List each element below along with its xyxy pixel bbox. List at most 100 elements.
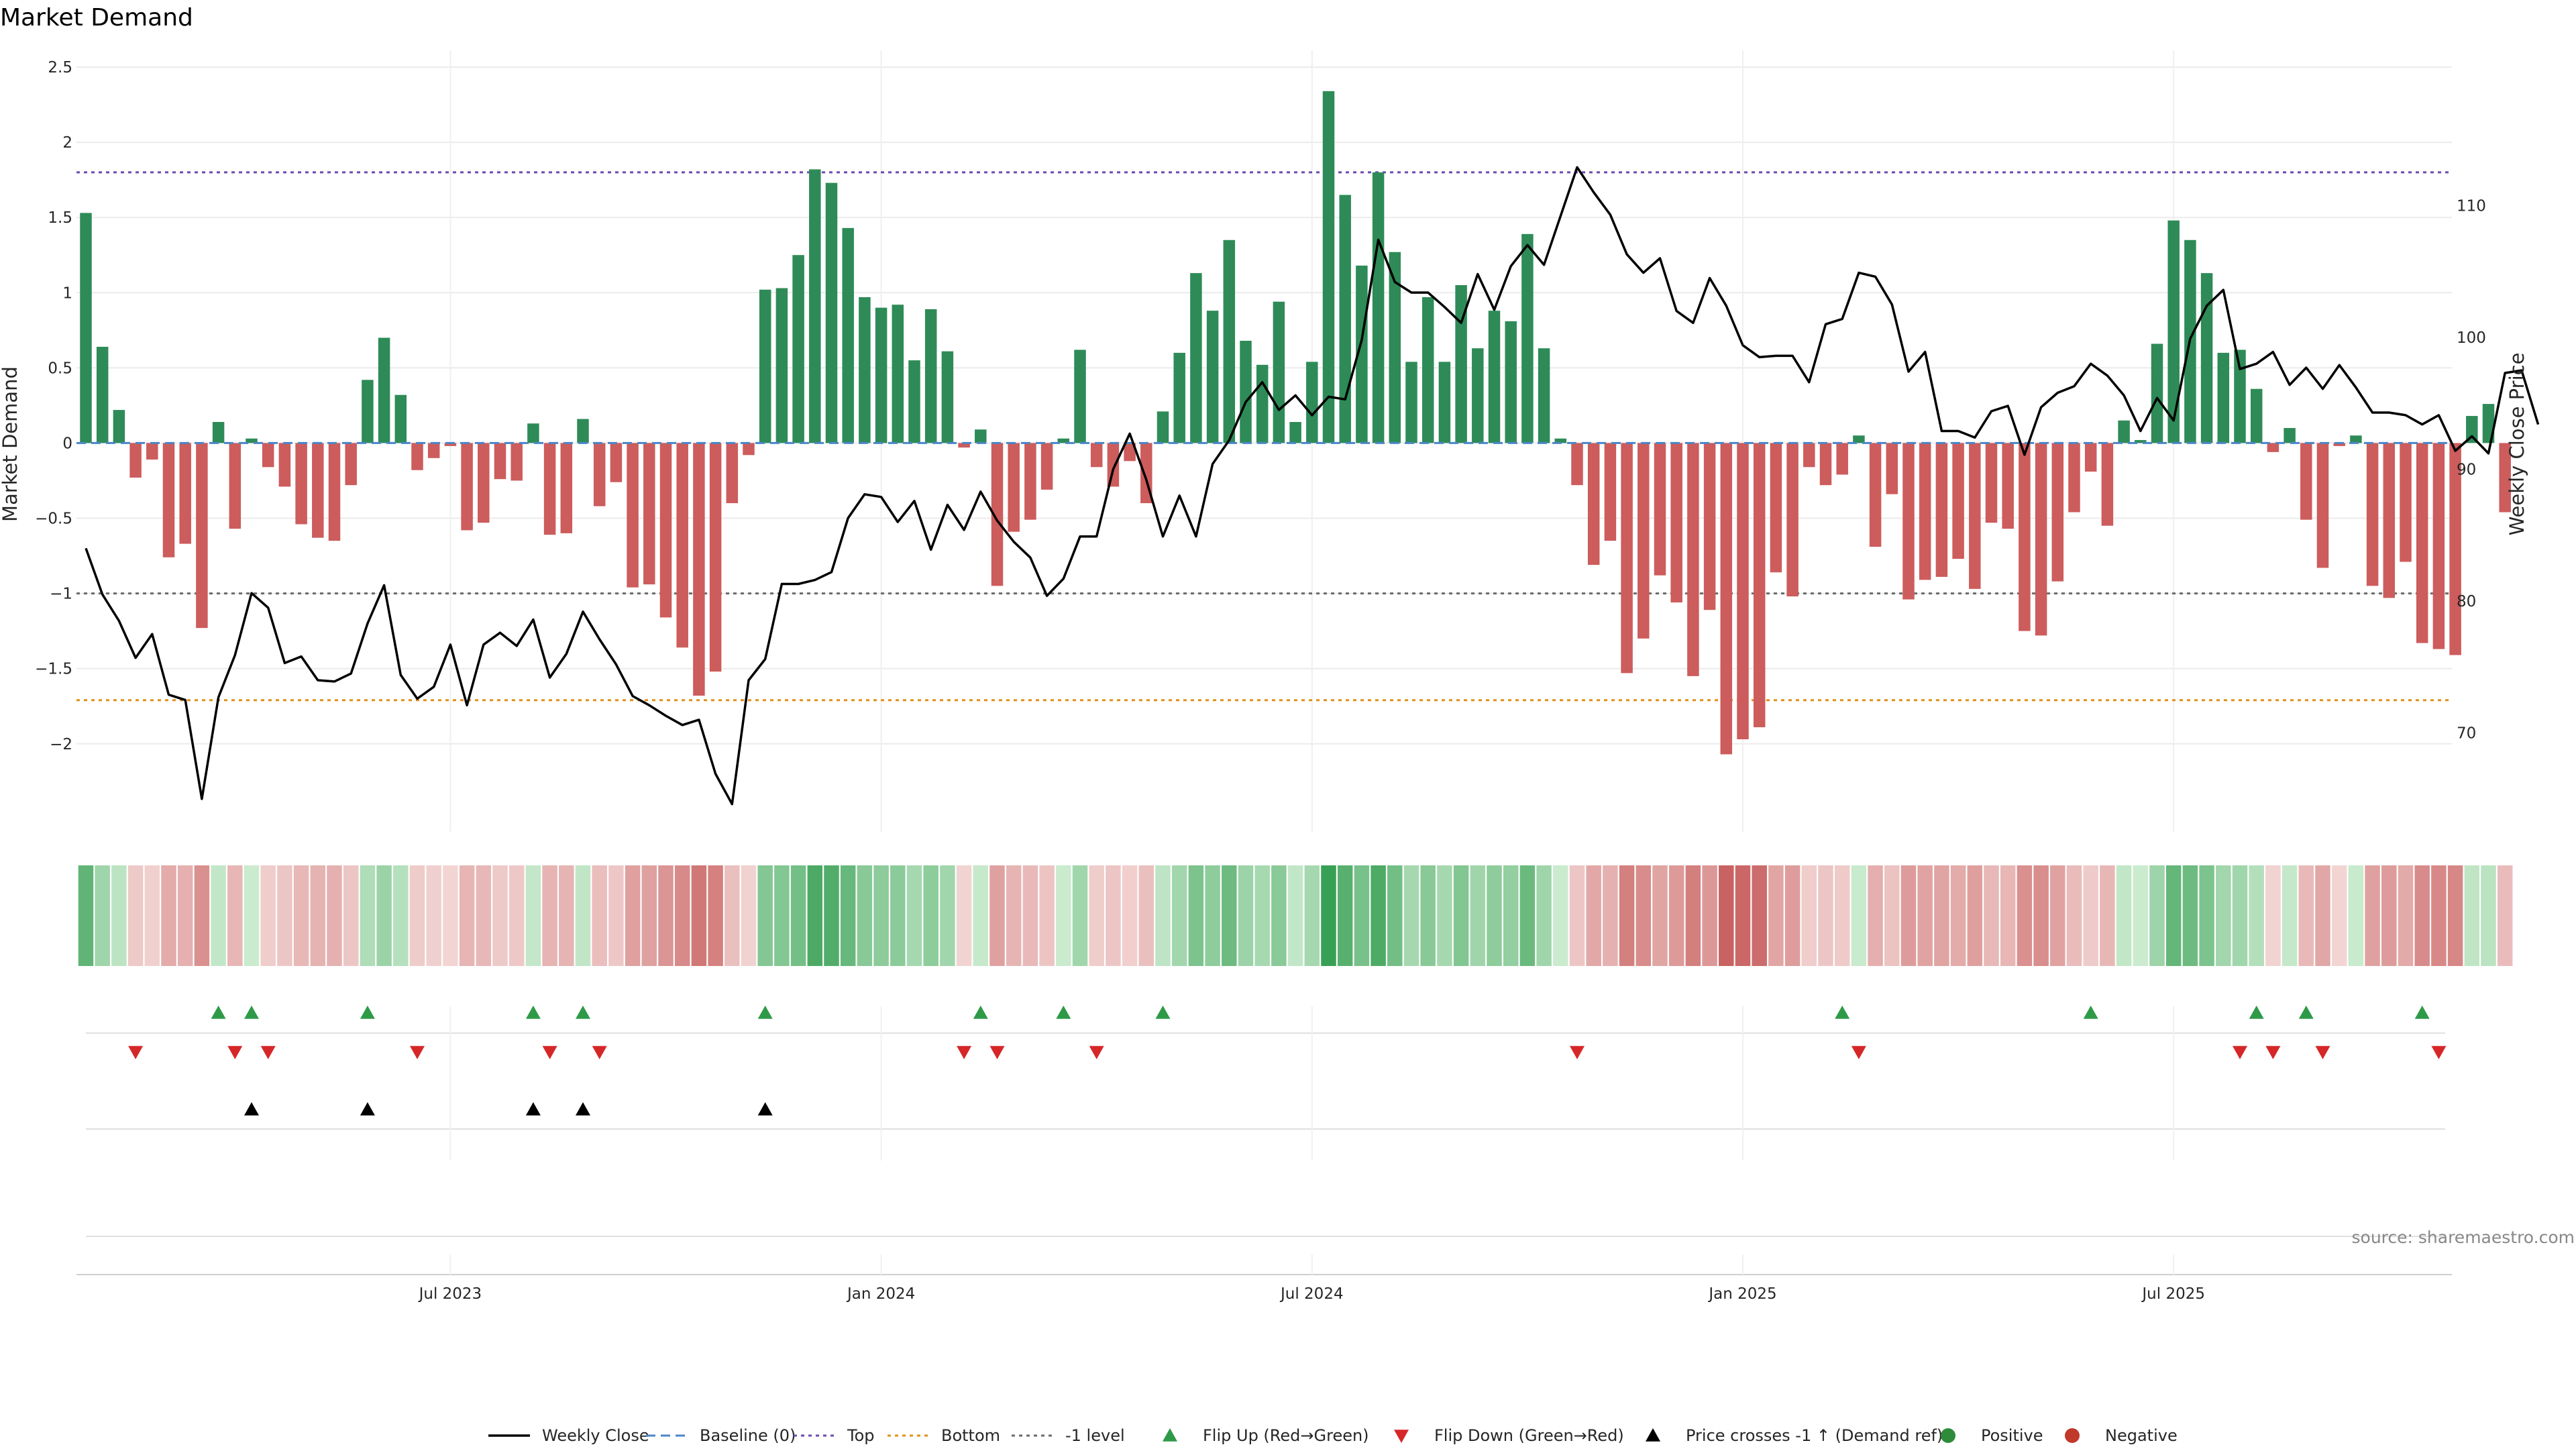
- heat-cell-139: [2381, 865, 2397, 966]
- demand-bar-94: [1638, 443, 1650, 639]
- demand-bar-113: [1952, 443, 1964, 559]
- demand-bar-40: [743, 443, 755, 455]
- flip-down-marker-10: [1851, 1046, 1866, 1059]
- x-tick-label-0: Jul 2023: [418, 1285, 482, 1303]
- heat-cell-1: [95, 865, 110, 966]
- demand-bar-47: [859, 297, 871, 443]
- heat-cell-85: [1487, 865, 1502, 966]
- heat-cell-99: [1719, 865, 1734, 966]
- heat-cell-24: [476, 865, 492, 966]
- demand-bar-71: [1256, 364, 1269, 443]
- demand-bar-136: [2333, 443, 2345, 446]
- y-tick-label-8: −1.5: [35, 661, 72, 678]
- demand-bar-107: [1853, 435, 1865, 443]
- flip-up-marker-9: [1835, 1006, 1850, 1019]
- demand-bar-99: [1720, 443, 1733, 755]
- heat-cell-101: [1752, 865, 1767, 966]
- demand-bar-1: [96, 346, 109, 443]
- demand-bar-115: [1985, 443, 1998, 523]
- flip-down-marker-5: [592, 1046, 607, 1059]
- demand-bar-8: [212, 422, 225, 443]
- heat-cell-135: [2315, 865, 2330, 966]
- legend-label-5: Flip Up (Red→Green): [1203, 1426, 1369, 1445]
- heat-cell-10: [244, 865, 260, 966]
- heat-cell-83: [1453, 865, 1469, 966]
- legend-label-8: Positive: [1981, 1426, 2043, 1445]
- x-tick-label-4: Jul 2025: [2141, 1285, 2205, 1303]
- demand-bar-142: [2432, 443, 2445, 649]
- heat-cell-56: [1006, 865, 1022, 966]
- heat-cell-105: [1818, 865, 1833, 966]
- demand-bar-37: [693, 443, 705, 696]
- heat-cell-37: [691, 865, 707, 966]
- legend-label-2: Top: [847, 1426, 875, 1445]
- demand-bar-77: [1356, 265, 1368, 443]
- demand-heat-strip: [78, 865, 2513, 966]
- demand-bar-65: [1157, 411, 1169, 443]
- heat-cell-44: [807, 865, 823, 966]
- demand-bar-27: [527, 423, 539, 443]
- flip-up-marker-3: [525, 1006, 541, 1019]
- x-axis: Jul 2023 Jan 2024 Jul 2024 Jan 2025 Jul 2025: [76, 1254, 2452, 1303]
- demand-bar-97: [1687, 443, 1699, 676]
- heat-cell-128: [2199, 865, 2214, 966]
- heat-cell-122: [2100, 865, 2115, 966]
- demand-bar-128: [2200, 273, 2213, 443]
- heat-cell-61: [1089, 865, 1104, 966]
- heat-cell-22: [443, 865, 458, 966]
- heat-cell-73: [1287, 865, 1303, 966]
- heat-cell-33: [625, 865, 641, 966]
- demand-bar-102: [1770, 443, 1782, 573]
- heat-cell-102: [1768, 865, 1784, 966]
- heat-cell-54: [973, 865, 989, 966]
- heat-cell-94: [1635, 865, 1652, 966]
- demand-bar-24: [478, 443, 490, 523]
- heat-cell-48: [873, 865, 889, 966]
- legend-swatch-7: [1646, 1428, 1660, 1442]
- heat-cell-26: [508, 865, 525, 966]
- x-tick-label-1: Jan 2024: [846, 1285, 915, 1303]
- demand-bar-56: [1008, 443, 1020, 532]
- demand-bar-42: [775, 288, 788, 443]
- heat-cell-86: [1503, 865, 1519, 966]
- heat-cell-143: [2447, 865, 2463, 966]
- heat-cell-118: [2033, 865, 2049, 966]
- heat-cell-38: [708, 865, 723, 966]
- demand-bar-62: [1107, 443, 1120, 487]
- heat-cell-130: [2232, 865, 2248, 966]
- demand-bar-86: [1505, 321, 1517, 443]
- x-tick-label-3: Jan 2025: [1707, 1285, 1776, 1303]
- heat-cell-20: [409, 865, 425, 966]
- price-cross-marker-3: [576, 1102, 590, 1116]
- heat-cell-103: [1784, 865, 1801, 966]
- heat-cell-131: [2249, 865, 2264, 966]
- y-tick-label-5: 0: [62, 435, 72, 452]
- demand-bar-25: [494, 443, 506, 480]
- heat-cell-142: [2431, 865, 2447, 966]
- demand-bar-4: [146, 443, 158, 460]
- heat-cell-36: [674, 865, 690, 966]
- demand-bar-123: [2118, 420, 2130, 443]
- source-note: source: sharemaestro.com: [2352, 1228, 2575, 1247]
- heat-cell-111: [1917, 865, 1933, 966]
- heat-cell-127: [2182, 865, 2198, 966]
- heat-cell-145: [2481, 865, 2496, 966]
- heat-cell-108: [1868, 865, 1883, 966]
- heat-cell-16: [343, 865, 359, 966]
- heat-cell-98: [1702, 865, 1717, 966]
- heat-cell-11: [260, 865, 276, 966]
- x-tick-label-2: Jul 2024: [1279, 1285, 1344, 1303]
- heat-cell-51: [923, 865, 938, 966]
- flip-down-marker-12: [2265, 1046, 2281, 1059]
- heat-cell-77: [1354, 865, 1370, 966]
- demand-bar-36: [676, 443, 688, 648]
- demand-bar-70: [1240, 340, 1252, 443]
- heat-cell-34: [641, 865, 657, 966]
- heat-cell-126: [2165, 865, 2182, 966]
- heat-cell-52: [940, 865, 955, 966]
- flip-up-marker-12: [2298, 1006, 2314, 1019]
- demand-bar-54: [975, 429, 987, 443]
- legend-label-9: Negative: [2105, 1426, 2178, 1445]
- demand-bar-75: [1322, 91, 1335, 443]
- flip-up-marker-6: [973, 1006, 988, 1019]
